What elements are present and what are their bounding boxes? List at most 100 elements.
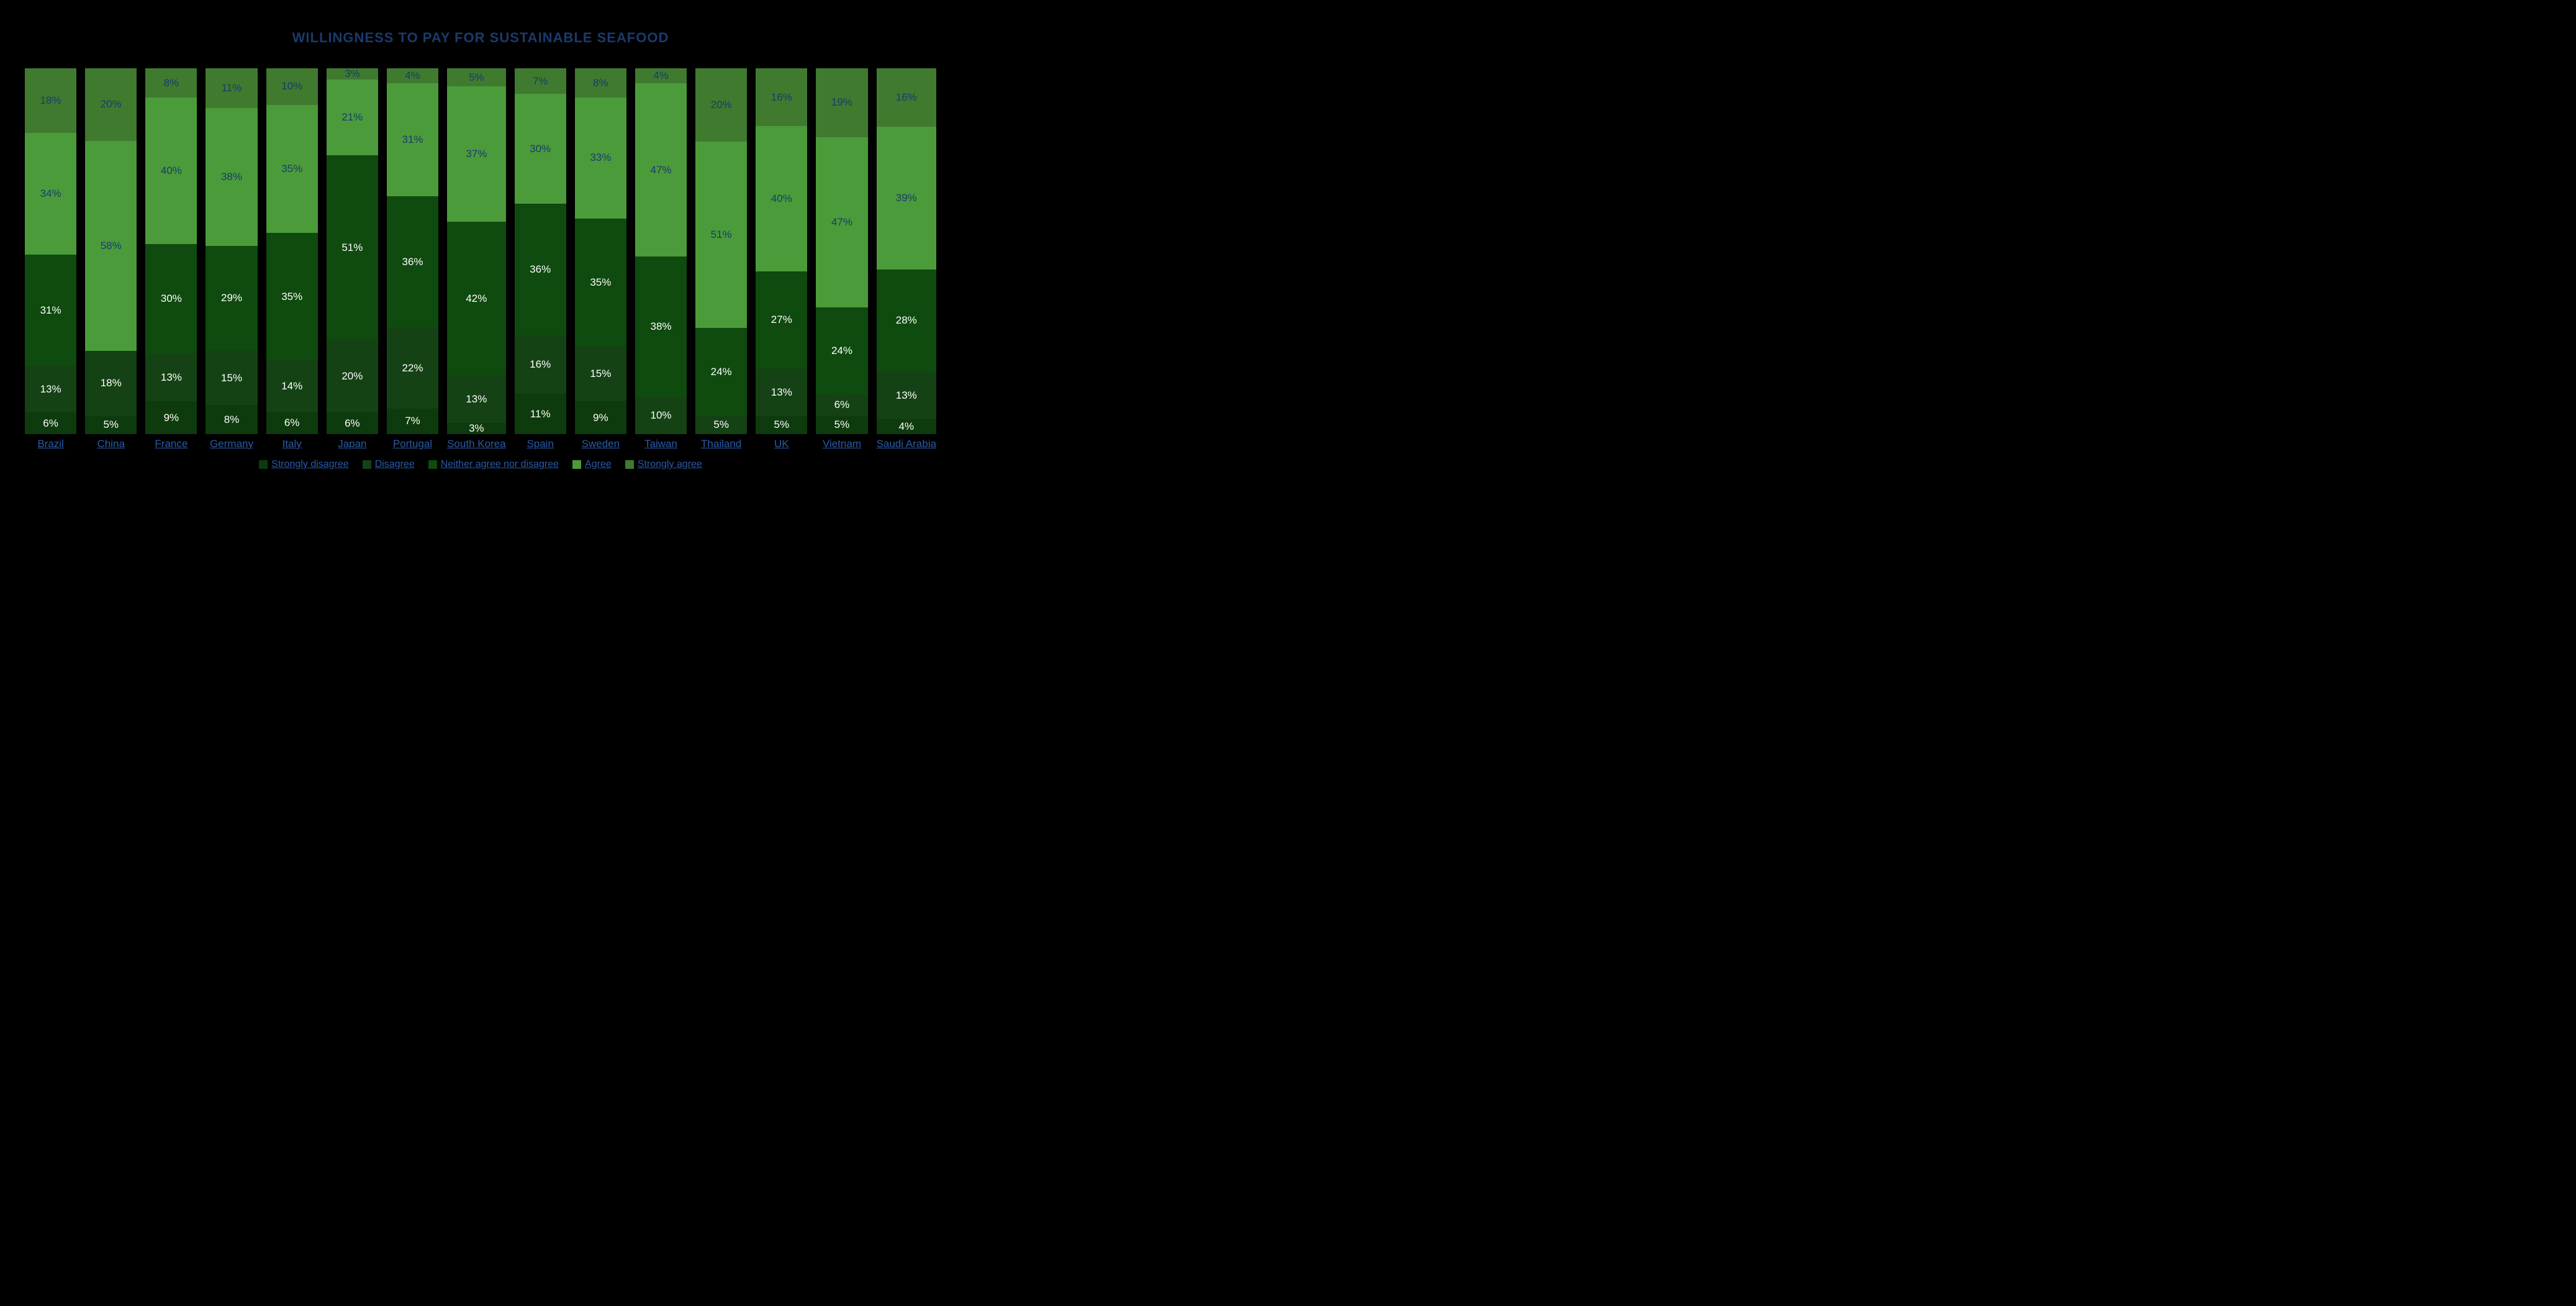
bar-segment-neither: 24% <box>816 307 867 394</box>
bar-column: 4%13%28%39%16%Saudi Arabia <box>877 68 936 450</box>
bar-segment-neither: 27% <box>756 271 807 369</box>
segment-value-label: 36% <box>402 256 423 268</box>
segment-value-label: 16% <box>530 358 551 371</box>
segment-value-label: 5% <box>774 419 790 431</box>
segment-value-label: 10% <box>650 409 671 422</box>
bar-segment-strongly_agree: 4% <box>635 68 687 83</box>
category-label: UK <box>774 438 789 450</box>
segment-value-label: 58% <box>101 240 122 252</box>
segment-value-label: 4% <box>653 70 669 82</box>
bar-stack: 3% 13% 42% 37% 5% <box>447 68 506 434</box>
bar-column: 5%24%51%20%Thailand <box>695 68 747 450</box>
segment-value-label: 13% <box>161 371 182 384</box>
segment-value-label: 40% <box>771 193 792 205</box>
segment-value-label: 5% <box>834 419 850 431</box>
bar-segment-strongly_disagree: 5% <box>756 416 807 434</box>
segment-value-label: 51% <box>341 242 363 254</box>
bar-segment-neither: 35% <box>575 219 626 347</box>
segment-value-label: 3% <box>469 422 484 435</box>
bar-segment-strongly_disagree: 9% <box>145 401 197 434</box>
bar-segment-agree: 37% <box>447 86 506 222</box>
legend-label: Neither agree nor disagree <box>441 459 559 470</box>
legend-label: Strongly disagree <box>271 459 349 470</box>
category-label: Portugal <box>393 438 432 450</box>
bar-segment-agree: 40% <box>756 126 807 271</box>
legend-swatch <box>363 460 371 469</box>
bar-segment-agree: 30% <box>515 94 566 204</box>
bar-segment-strongly_disagree: 6% <box>25 412 76 434</box>
segment-value-label: 31% <box>40 304 61 317</box>
segment-value-label: 9% <box>593 412 608 424</box>
bar-segment-strongly_disagree: 7% <box>387 409 438 434</box>
bar-column: 3%13%42%37%5%South Korea <box>447 68 506 450</box>
bar-segment-neither: 42% <box>447 222 506 375</box>
segment-value-label: 38% <box>650 320 671 333</box>
category-label: Thailand <box>701 438 741 450</box>
segment-value-label: 29% <box>221 292 242 304</box>
category-label: Taiwan <box>644 438 677 450</box>
segment-value-label: 30% <box>161 292 182 305</box>
bar-stack: 8%15%29%38%11% <box>206 68 257 434</box>
segment-value-label: 4% <box>405 70 420 82</box>
bar-segment-strongly_agree: 8% <box>575 68 626 97</box>
segment-value-label: 13% <box>466 393 487 406</box>
bar-segment-neither: 35% <box>266 233 318 361</box>
bar-segment-agree: 33% <box>575 97 626 218</box>
bar-segment-agree: 21% <box>327 79 378 155</box>
bar-segment-strongly_disagree: 6% <box>266 412 318 434</box>
bar-segment-neither: 38% <box>635 256 687 397</box>
bar-segment-disagree: 16% <box>515 335 566 394</box>
legend-item-strongly_agree: Strongly agree <box>625 459 702 470</box>
bar-segment-strongly_agree: 8% <box>145 68 197 97</box>
bar-stack: 9% 15% 35% 33% 8% <box>575 68 626 434</box>
bar-column: 5%13%27%40%16%UK <box>756 68 807 450</box>
segment-value-label: 6% <box>284 417 300 429</box>
bar-stack: 9% 13% 30% 40%8% <box>145 68 197 434</box>
segment-value-label: 19% <box>831 96 852 109</box>
segment-value-label: 35% <box>281 291 302 303</box>
bar-segment-strongly_agree: 18% <box>25 68 76 133</box>
bar-stack: 10%38%47%4% <box>635 68 687 434</box>
bar-segment-agree: 47% <box>816 137 867 307</box>
segment-value-label: 13% <box>896 389 917 402</box>
bar-segment-neither: 28% <box>877 270 936 372</box>
bar-column: 8%15%29%38%11%Germany <box>206 68 257 450</box>
bar-segment-neither: 24% <box>695 328 747 415</box>
legend-item-strongly_disagree: Strongly disagree <box>259 459 349 470</box>
segment-value-label: 9% <box>164 412 179 424</box>
bar-segment-strongly_disagree: 6% <box>327 412 378 434</box>
legend-swatch <box>625 460 634 469</box>
category-label: Spain <box>526 438 553 450</box>
bar-segment-disagree: 6% <box>816 394 867 416</box>
bar-segment-disagree: 13% <box>447 376 506 424</box>
bar-stack: 6%13%31%34%18% <box>25 68 76 434</box>
bar-segment-disagree: 18% <box>85 351 137 416</box>
segment-value-label: 51% <box>711 229 732 241</box>
segment-value-label: 5% <box>469 71 484 84</box>
bar-column: 10%38%47%4%Taiwan <box>635 68 687 450</box>
segment-value-label: 37% <box>466 148 487 160</box>
bar-segment-neither: 36% <box>515 204 566 335</box>
category-label: Saudi Arabia <box>877 438 936 450</box>
segment-value-label: 33% <box>590 152 611 164</box>
bar-segment-strongly_disagree: 11% <box>515 394 566 434</box>
bar-segment-agree: 40% <box>145 97 197 244</box>
bar-segment-strongly_disagree: 5% <box>816 416 867 434</box>
legend-swatch <box>428 460 437 469</box>
segment-value-label: 28% <box>896 314 917 327</box>
bar-segment-neither: 36% <box>387 196 438 328</box>
segment-value-label: 34% <box>40 188 61 200</box>
legend-swatch <box>259 460 268 469</box>
bar-segment-neither: 30% <box>145 244 197 354</box>
bar-segment-strongly_disagree: 3% <box>447 423 506 434</box>
bar-stack: 5% 6%24%47% 19% <box>816 68 867 434</box>
bar-segment-agree: 31% <box>387 83 438 197</box>
segment-value-label: 5% <box>103 419 119 431</box>
category-label: Brazil <box>37 438 64 450</box>
segment-value-label: 15% <box>590 368 611 380</box>
segment-value-label: 5% <box>713 419 729 431</box>
segment-value-label: 39% <box>896 192 917 204</box>
category-label: Sweden <box>582 438 620 450</box>
segment-value-label: 35% <box>281 163 302 175</box>
bar-stack: 6%14%35%35%10% <box>266 68 318 434</box>
